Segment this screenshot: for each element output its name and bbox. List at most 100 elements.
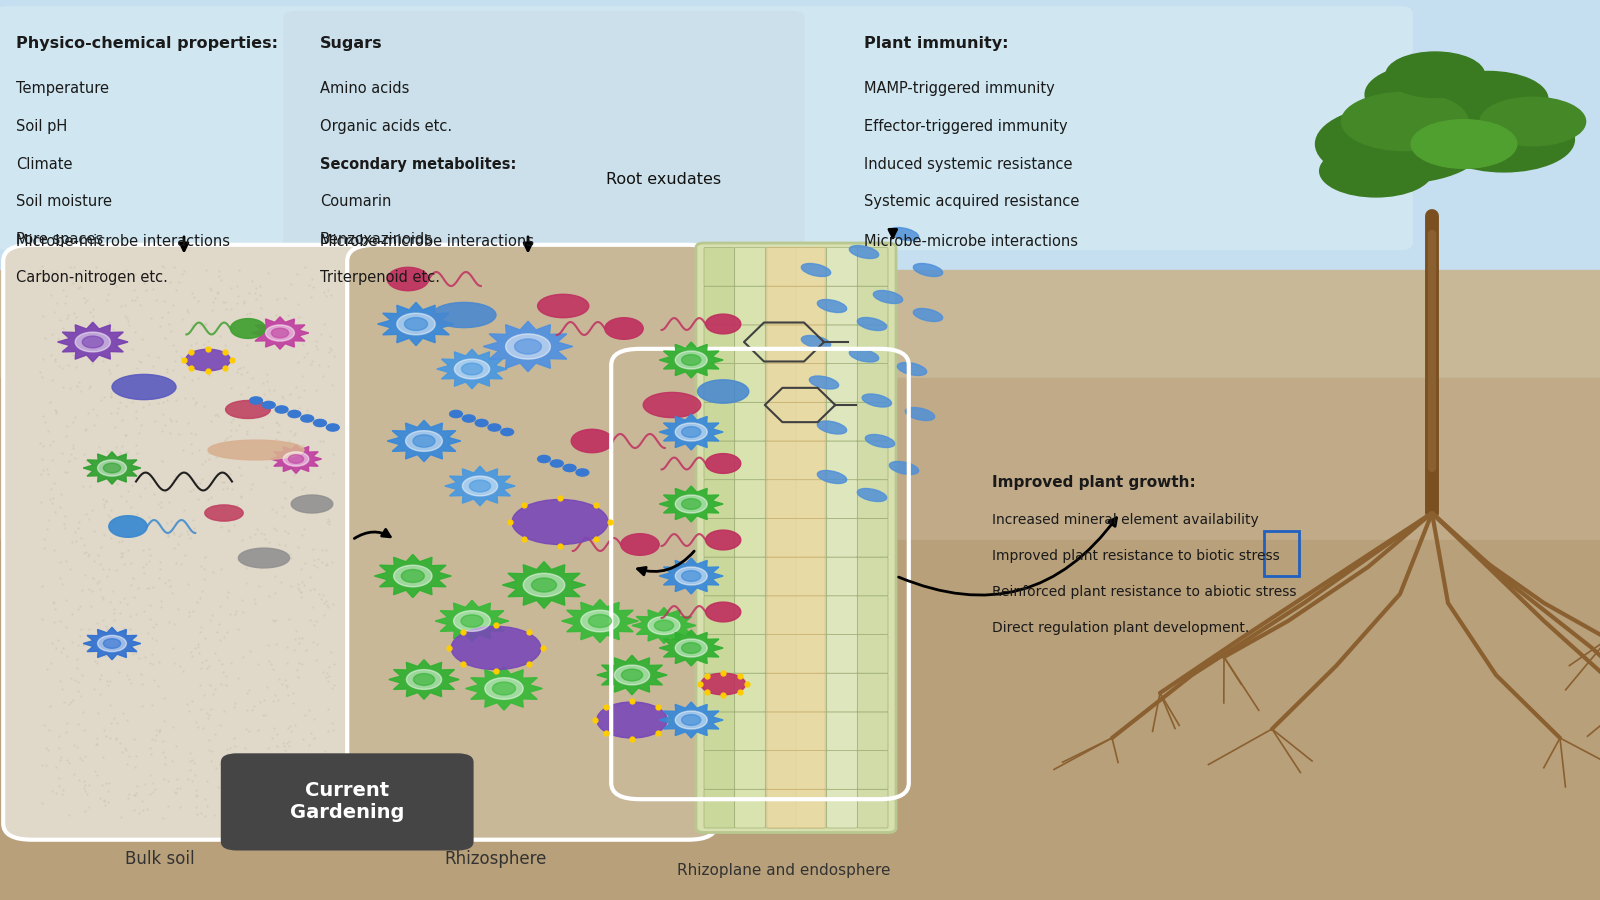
Circle shape xyxy=(326,424,339,431)
FancyBboxPatch shape xyxy=(221,753,474,850)
Polygon shape xyxy=(659,630,723,666)
Ellipse shape xyxy=(1386,52,1485,97)
Text: Organic acids etc.: Organic acids etc. xyxy=(320,119,453,134)
FancyBboxPatch shape xyxy=(704,364,734,402)
FancyBboxPatch shape xyxy=(3,245,373,840)
Circle shape xyxy=(621,534,659,555)
Ellipse shape xyxy=(818,421,846,434)
Circle shape xyxy=(469,480,491,492)
FancyBboxPatch shape xyxy=(827,751,858,789)
FancyBboxPatch shape xyxy=(797,402,827,441)
FancyBboxPatch shape xyxy=(797,673,827,712)
FancyBboxPatch shape xyxy=(827,248,858,286)
FancyBboxPatch shape xyxy=(765,441,797,480)
Circle shape xyxy=(98,635,126,652)
Bar xyxy=(0,378,1600,900)
Circle shape xyxy=(706,530,741,550)
Circle shape xyxy=(402,570,424,582)
Ellipse shape xyxy=(643,392,701,418)
Polygon shape xyxy=(389,660,459,699)
Text: Secondary metabolites:: Secondary metabolites: xyxy=(320,157,517,172)
Circle shape xyxy=(462,476,498,496)
Polygon shape xyxy=(659,486,723,522)
Text: Microbe-microbe interactions: Microbe-microbe interactions xyxy=(320,234,534,249)
FancyBboxPatch shape xyxy=(766,402,826,441)
Ellipse shape xyxy=(512,500,608,544)
FancyBboxPatch shape xyxy=(704,596,734,634)
Circle shape xyxy=(682,715,701,725)
Circle shape xyxy=(581,610,619,632)
FancyBboxPatch shape xyxy=(766,480,826,518)
FancyBboxPatch shape xyxy=(797,441,827,480)
Circle shape xyxy=(675,423,707,441)
FancyBboxPatch shape xyxy=(734,441,765,480)
FancyBboxPatch shape xyxy=(734,286,765,325)
FancyBboxPatch shape xyxy=(858,557,888,596)
FancyBboxPatch shape xyxy=(704,751,734,789)
Circle shape xyxy=(621,669,643,681)
FancyBboxPatch shape xyxy=(766,789,826,828)
FancyBboxPatch shape xyxy=(766,712,826,751)
Text: Amino acids: Amino acids xyxy=(320,81,410,96)
Ellipse shape xyxy=(890,228,918,240)
Circle shape xyxy=(550,460,563,467)
FancyBboxPatch shape xyxy=(766,325,826,364)
FancyBboxPatch shape xyxy=(766,248,826,286)
Circle shape xyxy=(493,682,515,695)
FancyBboxPatch shape xyxy=(797,248,827,286)
Text: Soil moisture: Soil moisture xyxy=(16,194,112,210)
FancyBboxPatch shape xyxy=(858,364,888,402)
Text: Soil pH: Soil pH xyxy=(16,119,67,134)
Circle shape xyxy=(563,464,576,472)
FancyBboxPatch shape xyxy=(858,441,888,480)
Circle shape xyxy=(272,328,288,338)
FancyBboxPatch shape xyxy=(765,518,797,557)
Circle shape xyxy=(266,325,294,341)
FancyBboxPatch shape xyxy=(765,286,797,325)
Ellipse shape xyxy=(238,548,290,568)
Text: Microbe-microbe interactions: Microbe-microbe interactions xyxy=(864,234,1078,249)
FancyBboxPatch shape xyxy=(766,596,826,634)
Circle shape xyxy=(571,429,613,453)
FancyBboxPatch shape xyxy=(734,712,765,751)
Ellipse shape xyxy=(1429,71,1547,127)
FancyBboxPatch shape xyxy=(766,557,826,596)
Polygon shape xyxy=(659,558,723,594)
Text: Current
Gardening: Current Gardening xyxy=(290,780,405,822)
FancyBboxPatch shape xyxy=(704,789,734,828)
Ellipse shape xyxy=(874,291,902,303)
Circle shape xyxy=(488,424,501,431)
Ellipse shape xyxy=(858,489,886,501)
Circle shape xyxy=(314,419,326,427)
Ellipse shape xyxy=(914,264,942,276)
Circle shape xyxy=(682,427,701,437)
Circle shape xyxy=(406,430,442,452)
Circle shape xyxy=(461,363,483,375)
Ellipse shape xyxy=(818,471,846,483)
Circle shape xyxy=(605,318,643,339)
Circle shape xyxy=(614,665,650,685)
FancyBboxPatch shape xyxy=(797,596,827,634)
FancyBboxPatch shape xyxy=(704,557,734,596)
FancyBboxPatch shape xyxy=(704,634,734,673)
Text: Improved plant resistance to biotic stress: Improved plant resistance to biotic stre… xyxy=(992,549,1280,563)
Ellipse shape xyxy=(701,673,746,695)
FancyBboxPatch shape xyxy=(734,596,765,634)
FancyBboxPatch shape xyxy=(765,325,797,364)
FancyBboxPatch shape xyxy=(827,441,858,480)
FancyBboxPatch shape xyxy=(827,634,858,673)
FancyBboxPatch shape xyxy=(858,480,888,518)
Circle shape xyxy=(706,602,741,622)
FancyBboxPatch shape xyxy=(734,557,765,596)
Circle shape xyxy=(475,419,488,427)
FancyBboxPatch shape xyxy=(827,518,858,557)
FancyBboxPatch shape xyxy=(765,364,797,402)
FancyBboxPatch shape xyxy=(766,518,826,557)
Ellipse shape xyxy=(810,376,838,389)
FancyBboxPatch shape xyxy=(734,325,765,364)
Text: Plant immunity:: Plant immunity: xyxy=(864,36,1008,51)
FancyBboxPatch shape xyxy=(797,480,827,518)
FancyBboxPatch shape xyxy=(858,673,888,712)
Polygon shape xyxy=(659,342,723,378)
FancyBboxPatch shape xyxy=(766,673,826,712)
